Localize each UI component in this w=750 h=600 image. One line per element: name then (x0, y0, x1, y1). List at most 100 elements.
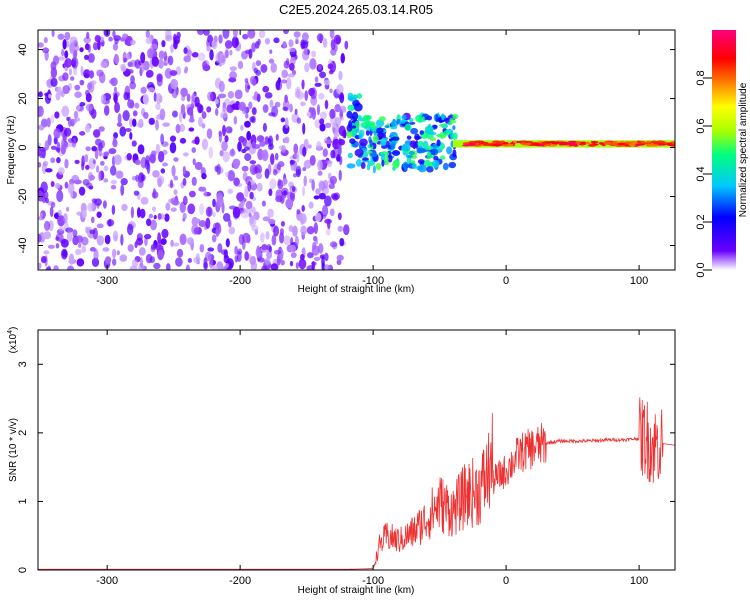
spectrogram-cell (228, 128, 233, 133)
spectrogram-cell (279, 228, 285, 235)
spectrogram-cell (73, 110, 79, 119)
spectrogram-cell (384, 125, 390, 129)
spectrogram-cell (221, 140, 228, 152)
spectrogram-cell (64, 58, 73, 68)
spectrogram-cell (119, 254, 128, 262)
snr-ticks: -300 -200 -100 0 100 0 1 2 3 (17, 330, 675, 587)
spectrogram-cell (179, 233, 187, 245)
spectrogram-cell (188, 117, 195, 123)
spectrogram-cell (333, 133, 340, 138)
spectrogram-cell (204, 190, 208, 197)
spectrogram-cell (126, 223, 134, 236)
spectrogram-cell (207, 247, 215, 252)
spectrogram-cell (403, 163, 407, 173)
spectrogram-cell (129, 118, 134, 128)
spectrogram-cell (227, 90, 235, 99)
spectrogram-cell (242, 232, 251, 243)
spectrogram-cell (191, 52, 199, 58)
spectrogram-cell (251, 107, 257, 115)
colorbar-tick-label: 0.6 (695, 118, 707, 133)
spectrogram-cell (255, 60, 262, 67)
spectrogram-cell (267, 138, 272, 144)
spectrogram-cell (50, 67, 58, 79)
spectrogram-cell (248, 101, 253, 110)
spectrogram-cell (153, 262, 161, 270)
spectrogram-cell (115, 170, 124, 179)
spectrogram-cell (261, 243, 268, 251)
spectrogram-cell (179, 123, 186, 132)
spectrogram-cell (412, 163, 417, 170)
spectrogram-cell (270, 153, 275, 166)
spectrogram-cell (266, 250, 273, 260)
spectrogram-cell (243, 146, 250, 151)
spectrogram-cell (162, 162, 168, 167)
spectrogram-cell (280, 259, 285, 266)
spectrogram-cell (282, 106, 289, 111)
spectrogram-cell (53, 128, 61, 139)
spectrogram-cell (321, 255, 325, 268)
spectrogram-cell (442, 162, 449, 171)
snr-ytick-label: 1 (17, 498, 29, 504)
spectrogram-cell (229, 149, 236, 157)
spectrogram-cell (312, 235, 318, 242)
spectrogram-cell (228, 226, 236, 235)
spectrogram-cell (417, 140, 424, 147)
spectrogram-cell (525, 142, 532, 146)
spectrogram-cell (167, 55, 174, 66)
spectrogram-cell (148, 87, 155, 93)
snr-xtick-label: -300 (96, 575, 118, 587)
spectrogram-cells (38, 30, 675, 270)
spectrogram-cell (255, 172, 263, 180)
spectrogram-cell (270, 263, 279, 270)
spectrogram-cell (547, 140, 557, 144)
spectrogram-cell (446, 146, 453, 155)
spectrogram-cell (280, 221, 286, 227)
spectrogram-cell (206, 106, 212, 113)
snr-ytick-label: 2 (17, 430, 29, 436)
spectrogram-cell (57, 33, 65, 40)
spectrogram-cell (244, 120, 251, 128)
colorbar-tick-label: 0.2 (695, 214, 707, 229)
spectrogram-cell (64, 181, 69, 189)
spectrogram-cell (260, 64, 268, 73)
spectrogram-cell (218, 34, 223, 44)
spectrogram-cell (134, 241, 138, 249)
colorbar-tick-label: 0.0 (695, 262, 707, 277)
spectrogram-cell (391, 149, 401, 157)
spectrogram-cell (283, 30, 289, 35)
spectrogram-cell (89, 229, 96, 235)
spectrogram-cell (372, 134, 379, 144)
spectrogram-cell (262, 122, 267, 133)
spectrogram-cell (191, 216, 199, 227)
spectrogram-cell (56, 157, 61, 164)
spectrogram-cell (274, 101, 281, 108)
spectrogram-cell (138, 247, 146, 256)
spectrogram-cell (301, 41, 309, 49)
spectrogram-cell (309, 58, 317, 70)
spectrogram-cell (96, 223, 104, 229)
spectrogram-cell (139, 208, 146, 219)
spectrogram-cell (87, 202, 94, 212)
colorbar-tick-label: 0.8 (695, 70, 707, 85)
spectrogram-cell (84, 43, 90, 51)
spectrogram-cell (372, 165, 376, 174)
spectrogram-cell (417, 159, 425, 164)
spectrogram-cell (311, 50, 316, 58)
spectrogram-cell (150, 43, 158, 50)
spectrogram-cell (268, 112, 276, 117)
spectrogram-cell (133, 190, 140, 196)
spectrogram-cell (201, 138, 209, 151)
spectrogram-cell (94, 148, 99, 160)
spectrogram-cell (45, 168, 53, 173)
spectrogram-cell (159, 108, 166, 121)
spectrogram-cell (587, 144, 597, 147)
spectrogram-cell (64, 50, 69, 59)
spectrogram-cell (256, 182, 263, 192)
spectrogram-cell (192, 158, 196, 166)
spectrogram-cell (268, 218, 276, 225)
spectrogram-cell (110, 179, 118, 185)
spectrogram-cell (224, 98, 231, 106)
spectrogram-cell (356, 93, 363, 99)
spectrogram-cell (132, 110, 138, 117)
spectrogram-cell (310, 87, 317, 100)
